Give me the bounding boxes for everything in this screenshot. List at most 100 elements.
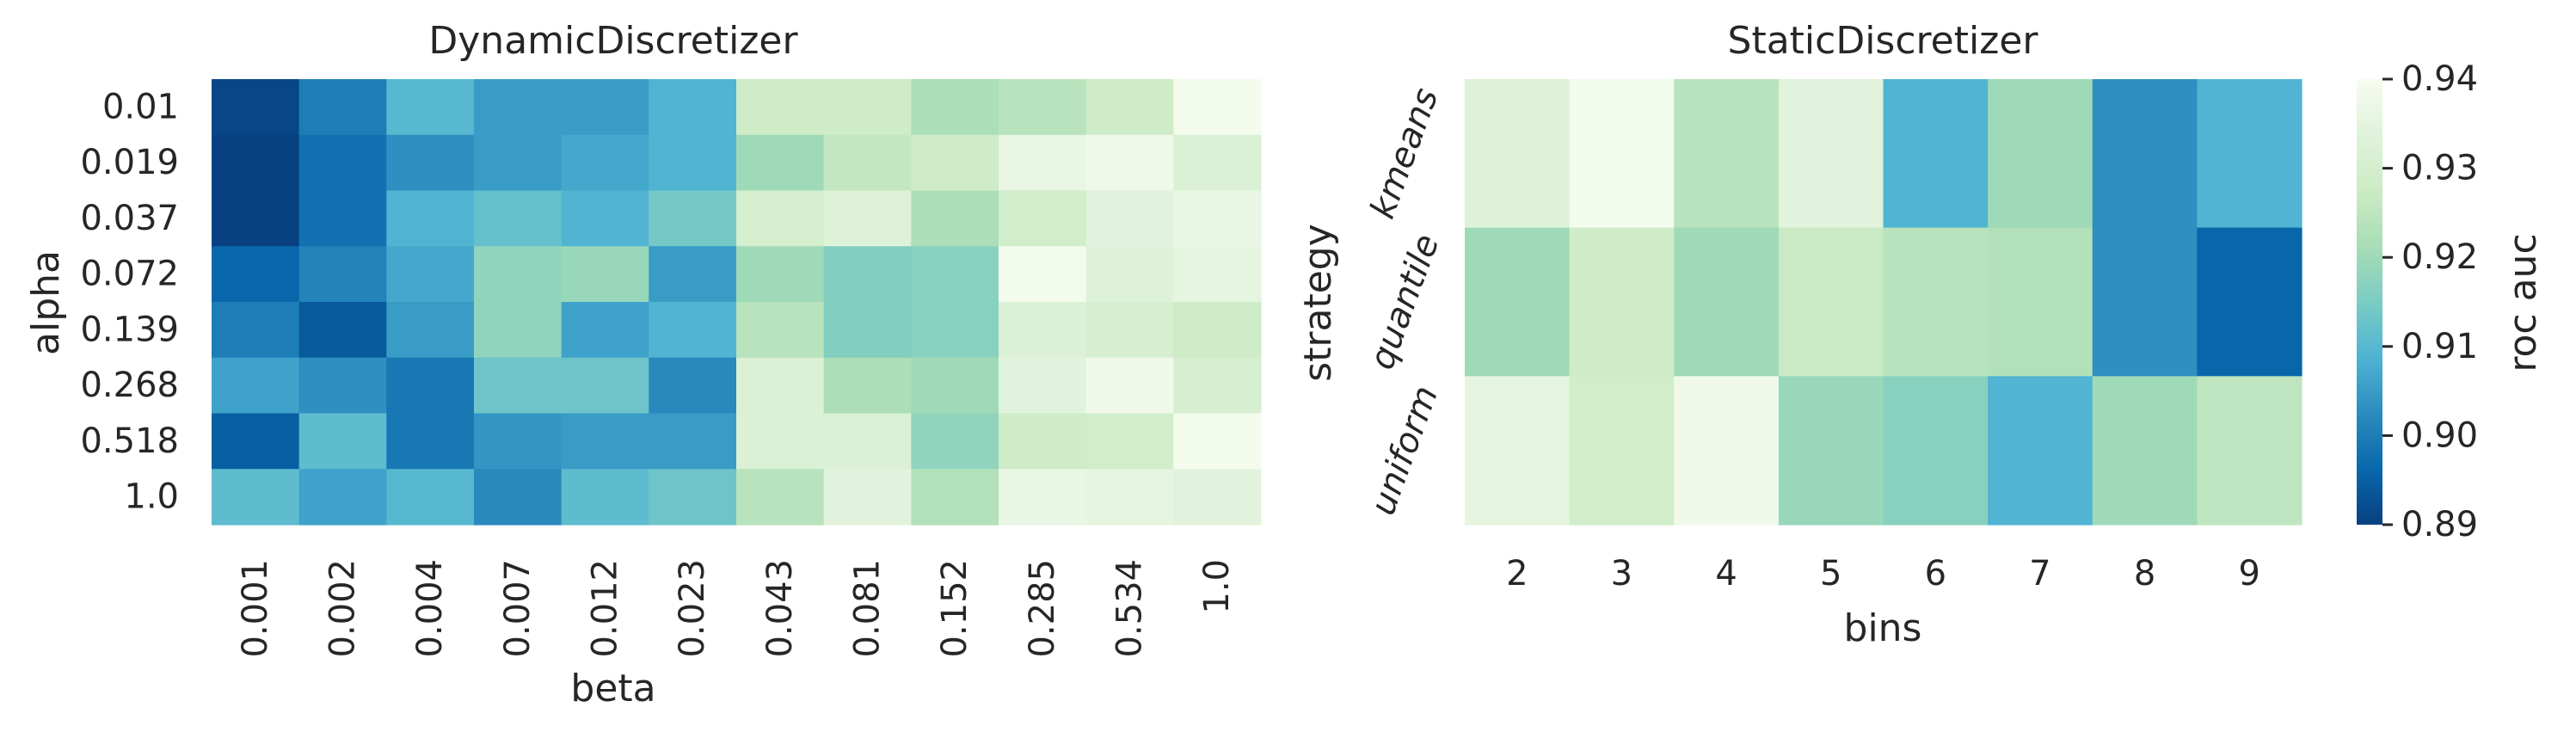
heatmap-cell (386, 134, 475, 192)
static-x-axis-label: bins (1844, 606, 1922, 650)
heatmap-cell (474, 246, 563, 303)
x-tick-label: 0.023 (673, 559, 712, 658)
heatmap-cell (1988, 227, 2093, 377)
colorbar-label: roc auc (2501, 233, 2545, 372)
dynamic-x-tick-labels: 0.001 0.002 0.004 0.007 0.012 0.023 0.043 0.081… (236, 559, 1237, 658)
heatmap-cell (1569, 79, 1675, 229)
dynamic-y-tick-labels: 0.01 0.019 0.037 0.072 0.139 0.268 0.518 1.0 (80, 87, 179, 516)
heatmap-cell (1778, 227, 1884, 377)
heatmap-cell (911, 357, 999, 415)
y-tick-label: 0.518 (80, 421, 179, 461)
heatmap-cell (561, 190, 649, 247)
heatmap-cell (649, 190, 737, 247)
heatmap-cell (561, 469, 649, 526)
colorbar-tick-label: 0.92 (2401, 237, 2478, 277)
heatmap-cell (1085, 413, 1174, 470)
heatmap-cell (649, 469, 737, 526)
heatmap-cell (823, 357, 912, 415)
heatmap-cell (386, 469, 475, 526)
heatmap-cell (1085, 357, 1174, 415)
heatmap-cell (298, 357, 387, 415)
heatmap-cell (474, 190, 563, 247)
heatmap-cell (1465, 79, 1571, 229)
heatmap-cell (386, 190, 475, 247)
x-tick-label: 0.081 (848, 559, 888, 658)
heatmap-cell (298, 79, 387, 136)
heatmap-cell (386, 413, 475, 470)
y-tick-label: 0.019 (80, 143, 179, 182)
heatmap-cell (386, 246, 475, 303)
heatmap-cell (1674, 227, 1780, 377)
colorbar-tick-label: 0.89 (2401, 505, 2478, 544)
heatmap-cell (561, 357, 649, 415)
heatmap-cell (1173, 134, 1262, 192)
heatmap-cell (212, 469, 300, 526)
x-tick-label: 7 (2029, 554, 2050, 593)
heatmap-cell (561, 134, 649, 192)
heatmap-cell (212, 246, 300, 303)
heatmap-cell (1778, 376, 1884, 526)
heatmap-cell (561, 79, 649, 136)
heatmap-cell (298, 302, 387, 359)
x-tick-label: 0.002 (323, 559, 363, 658)
dynamic-x-axis-label: beta (570, 667, 655, 710)
y-tick-label: 0.01 (102, 87, 179, 126)
heatmap-cell (823, 79, 912, 136)
heatmap-cell (649, 79, 737, 136)
colorbar: 0.89 0.90 0.91 0.92 0.93 0.94 roc auc (2357, 59, 2545, 544)
heatmap-cell (736, 79, 825, 136)
heatmap-cell (474, 357, 563, 415)
heatmap-cell (1883, 79, 1989, 229)
y-tick-label: 0.037 (80, 199, 179, 238)
heatmap-cell (2197, 227, 2302, 377)
heatmap-cell (1173, 302, 1262, 359)
heatmap-cell (1085, 190, 1174, 247)
heatmap-cell (1569, 227, 1675, 377)
heatmap-cell (649, 134, 737, 192)
heatmap-cell (474, 79, 563, 136)
heatmap-cell (911, 79, 999, 136)
heatmap-cell (999, 134, 1087, 192)
static-y-axis-label: strategy (1296, 224, 1340, 382)
heatmap-cell (911, 469, 999, 526)
heatmap-cell (649, 357, 737, 415)
x-tick-label: 0.007 (498, 559, 538, 658)
y-tick-label: kmeans (1362, 83, 1446, 224)
heatmap-cell (999, 357, 1087, 415)
dynamic-discretizer-panel: DynamicDiscretizer 0.01 0.019 0.037 0.072 0.… (24, 19, 1262, 710)
heatmap-cell (298, 190, 387, 247)
heatmap-cell (736, 357, 825, 415)
static-discretizer-panel: StaticDiscretizer kmeansquantileuniform … (1296, 19, 2302, 650)
heatmap-cell (561, 302, 649, 359)
y-tick-label: 1.0 (124, 477, 179, 517)
y-tick-label: 0.072 (80, 255, 179, 294)
dynamic-chart-title: DynamicDiscretizer (428, 19, 798, 63)
heatmap-cell (736, 302, 825, 359)
x-tick-label: 0.001 (236, 559, 275, 658)
colorbar-tick-label: 0.91 (2401, 327, 2478, 366)
x-tick-label: 4 (1715, 554, 1737, 593)
heatmap-cell (911, 190, 999, 247)
heatmap-cell (999, 469, 1087, 526)
heatmap-cell (298, 413, 387, 470)
static-x-tick-labels: 2 3 4 5 6 7 8 9 (1506, 554, 2260, 593)
heatmap-cell (823, 246, 912, 303)
heatmap-cell (999, 79, 1087, 136)
heatmap-cell (649, 246, 737, 303)
heatmap-cell (1173, 79, 1262, 136)
heatmap-cell (474, 413, 563, 470)
heatmap-cell (1569, 376, 1675, 526)
heatmap-cell (1883, 376, 1989, 526)
heatmap-cell (1173, 246, 1262, 303)
colorbar-gradient (2357, 79, 2382, 525)
heatmap-cell (1085, 302, 1174, 359)
x-tick-label: 3 (1611, 554, 1632, 593)
x-tick-label: 0.043 (760, 559, 800, 658)
heatmap-cell (386, 302, 475, 359)
heatmap-cell (1674, 376, 1780, 526)
heatmap-cell (999, 246, 1087, 303)
heatmap-cell (212, 357, 300, 415)
heatmap-cell (1173, 190, 1262, 247)
